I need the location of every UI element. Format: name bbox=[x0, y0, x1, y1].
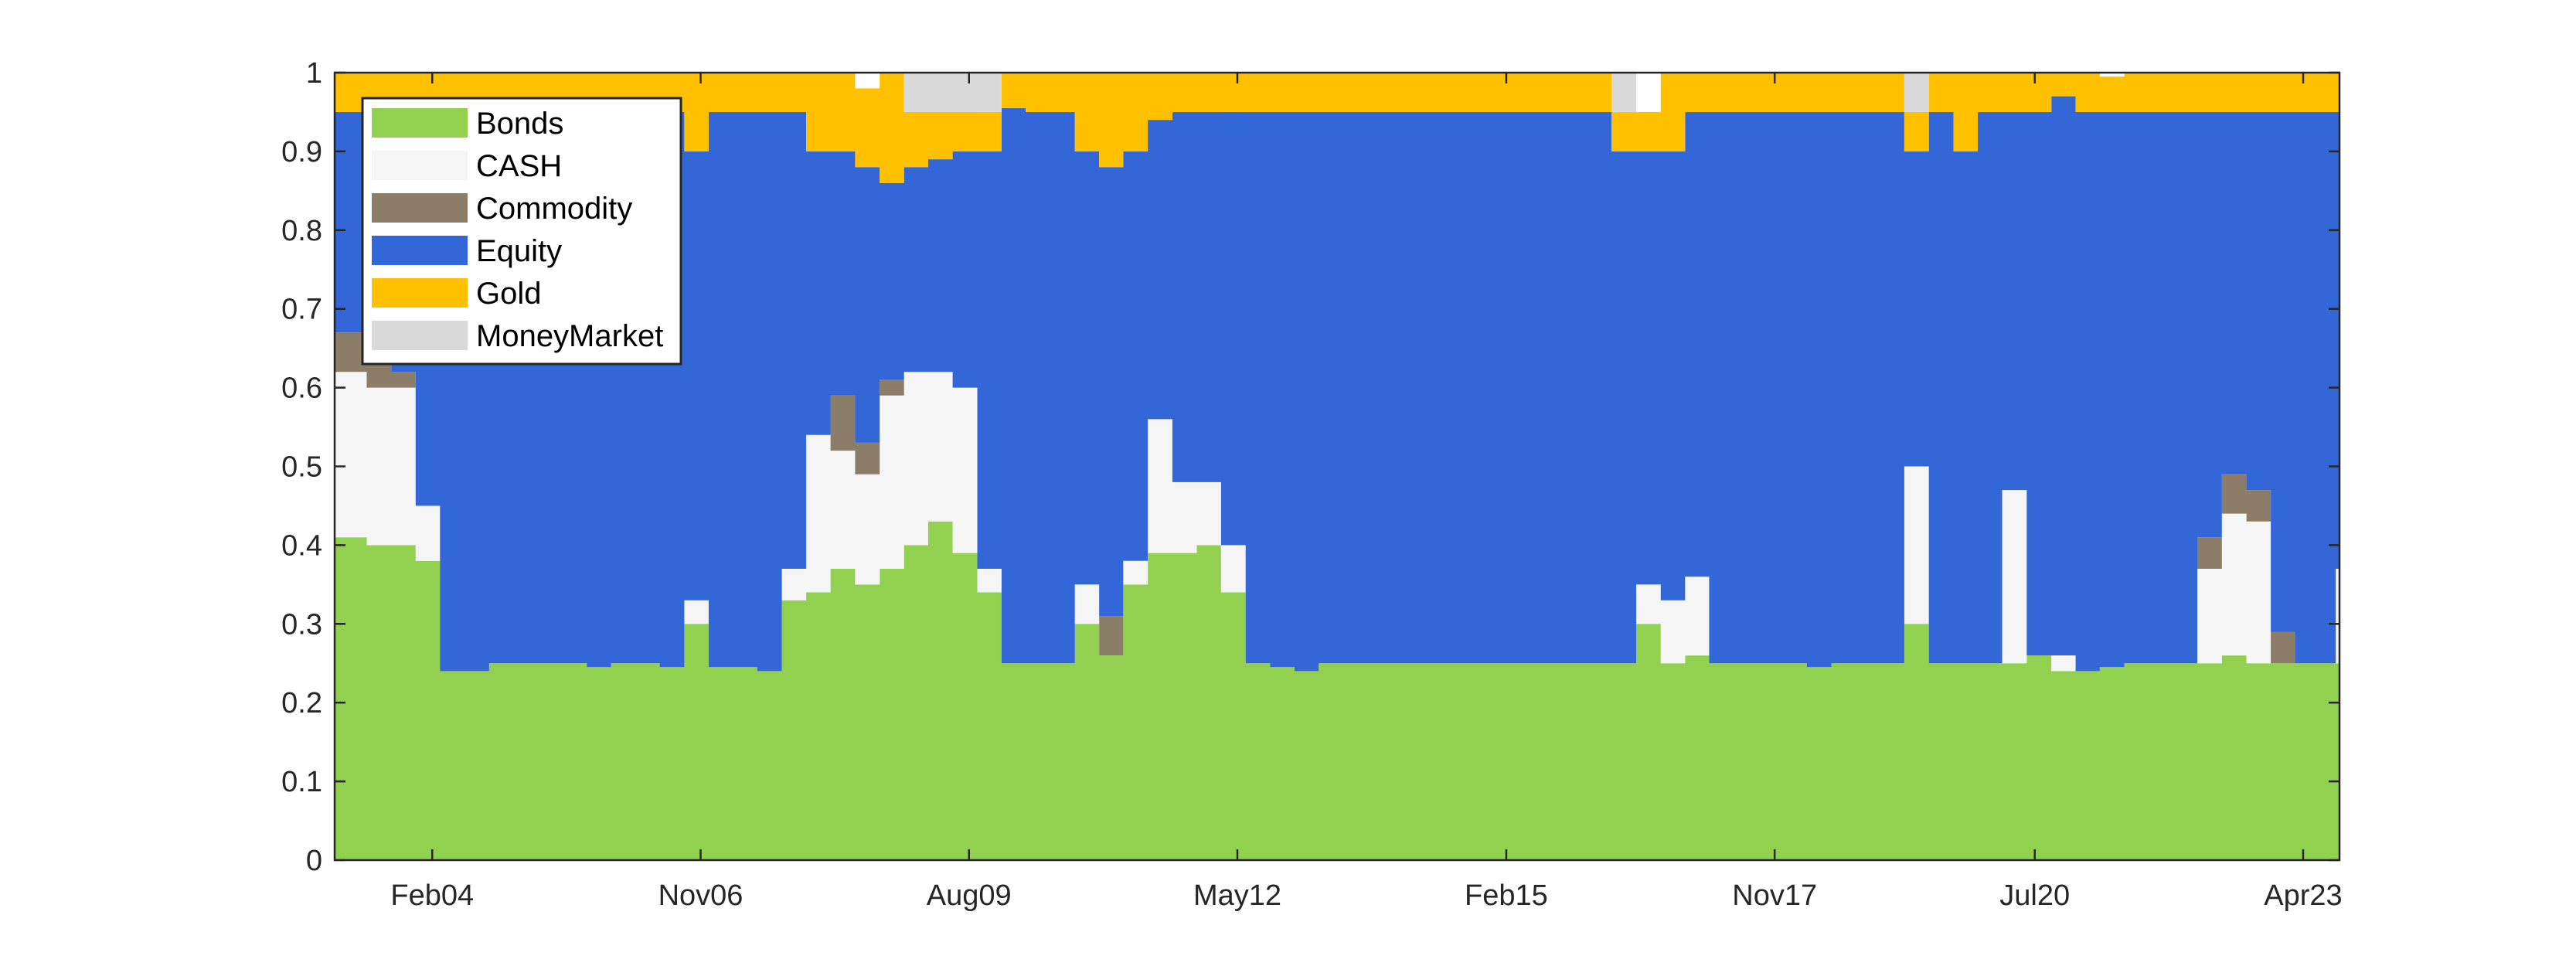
y-tick-label: 0.7 bbox=[281, 294, 322, 326]
legend: Bonds CASH Commodity Equity Gold MoneyMarket bbox=[361, 97, 682, 366]
y-tick-label: 1 bbox=[306, 57, 322, 90]
legend-swatch-moneymarket bbox=[372, 321, 468, 350]
y-tick-label: 0.3 bbox=[281, 608, 322, 641]
y-tick-label: 0.8 bbox=[281, 215, 322, 247]
y-tick-label: 0.5 bbox=[281, 451, 322, 484]
legend-label-equity: Equity bbox=[476, 234, 562, 268]
y-tick-label: 0.2 bbox=[281, 687, 322, 719]
y-tick-label: 0.4 bbox=[281, 529, 322, 562]
x-tick-label: May12 bbox=[1193, 879, 1281, 912]
axes: 0 0.1 0.2 0.3 0.4 0.5 0.6 0.7 0.8 0.9 1 Feb04 Nov06 A… bbox=[281, 57, 2342, 912]
legend-swatch-commodity bbox=[372, 193, 468, 223]
x-tick-label: Nov06 bbox=[658, 879, 744, 912]
legend-label-bonds: Bonds bbox=[476, 107, 563, 141]
x-tick-label: Apr23 bbox=[2264, 879, 2342, 912]
legend-swatch-cash bbox=[372, 151, 468, 180]
legend-label-moneymarket: MoneyMarket bbox=[476, 319, 663, 353]
legend-label-gold: Gold bbox=[476, 277, 542, 311]
legend-label-cash: CASH bbox=[476, 149, 562, 183]
y-tick-label: 0.1 bbox=[281, 766, 322, 798]
x-tick-label: Nov17 bbox=[1732, 879, 1817, 912]
y-tick-label: 0 bbox=[306, 845, 322, 877]
legend-swatch-gold bbox=[372, 278, 468, 308]
legend-box bbox=[361, 97, 682, 366]
legend-swatch-equity bbox=[372, 236, 468, 265]
area-commodity bbox=[335, 332, 2339, 672]
area-equity bbox=[335, 96, 2339, 672]
x-tick-label: Jul20 bbox=[1999, 879, 2070, 912]
y-tick-label: 0.9 bbox=[281, 136, 322, 168]
x-tick-label: Feb15 bbox=[1465, 879, 1548, 912]
y-tick-label: 0.6 bbox=[281, 372, 322, 405]
x-tick-label: Aug09 bbox=[927, 879, 1012, 912]
area-gold bbox=[335, 73, 2339, 183]
area-bonds bbox=[335, 521, 2339, 860]
legend-swatch-bonds bbox=[372, 108, 468, 138]
x-tick-label: Feb04 bbox=[390, 879, 474, 912]
legend-label-commodity: Commodity bbox=[476, 192, 632, 226]
